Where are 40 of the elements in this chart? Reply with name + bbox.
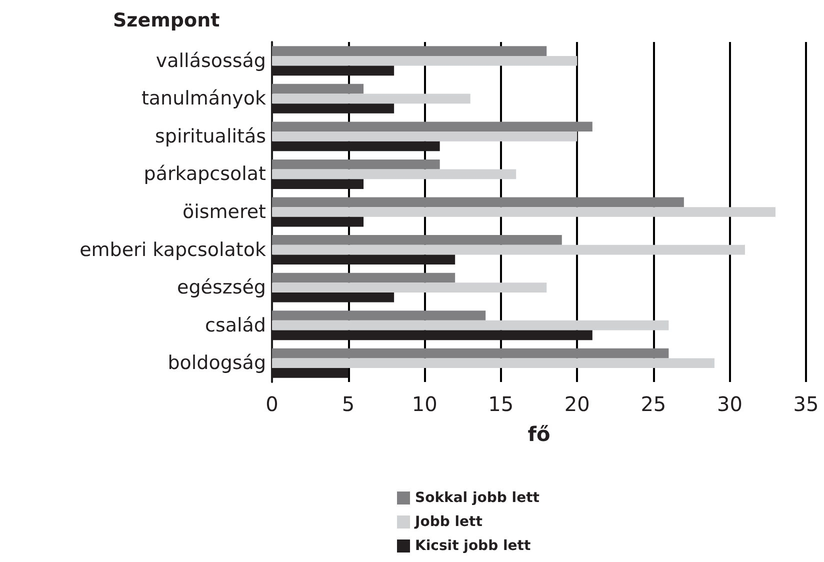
y-tick-label: vallásosság	[156, 50, 266, 72]
legend-label: Sokkal jobb lett	[415, 490, 540, 506]
x-tick-label: 25	[640, 392, 666, 416]
legend-label: Jobb lett	[414, 514, 483, 530]
bar	[272, 358, 714, 368]
bar	[272, 46, 547, 56]
y-tick-label: család	[205, 314, 266, 336]
x-tick-label: 15	[488, 392, 514, 416]
x-tick-label: 5	[342, 392, 355, 416]
bar	[272, 310, 486, 320]
y-tick-label: öismeret	[182, 201, 266, 223]
bar	[272, 235, 562, 245]
x-tick-label: 10	[412, 392, 438, 416]
y-tick-label: spiritualitás	[154, 125, 266, 148]
x-tick-label: 0	[266, 392, 278, 416]
bar	[272, 348, 669, 358]
x-axis-title: fő	[528, 422, 550, 446]
bar	[272, 122, 592, 132]
y-axis-title: Szempont	[113, 10, 220, 32]
bar	[272, 169, 516, 180]
x-tick-label: 20	[564, 392, 590, 416]
bar	[272, 272, 456, 283]
bar	[272, 84, 364, 94]
bar	[272, 244, 745, 255]
bar	[272, 197, 684, 208]
legend-label: Kicsit jobb lett	[415, 538, 531, 554]
bar	[272, 159, 440, 170]
y-tick-label: egészség	[177, 276, 266, 299]
y-tick-label: párkapcsolat	[144, 163, 266, 186]
y-tick-label: tanulmányok	[141, 88, 266, 110]
x-tick-label: 30	[716, 392, 742, 416]
x-tick-label: 35	[793, 392, 819, 416]
y-tick-label: boldogság	[168, 352, 266, 374]
y-tick-label: emberi kapcsolatok	[80, 238, 266, 261]
bar	[272, 132, 578, 142]
bar	[272, 56, 578, 66]
bar	[272, 320, 669, 330]
bar	[272, 282, 547, 292]
bar	[272, 207, 776, 217]
bar	[272, 94, 470, 104]
